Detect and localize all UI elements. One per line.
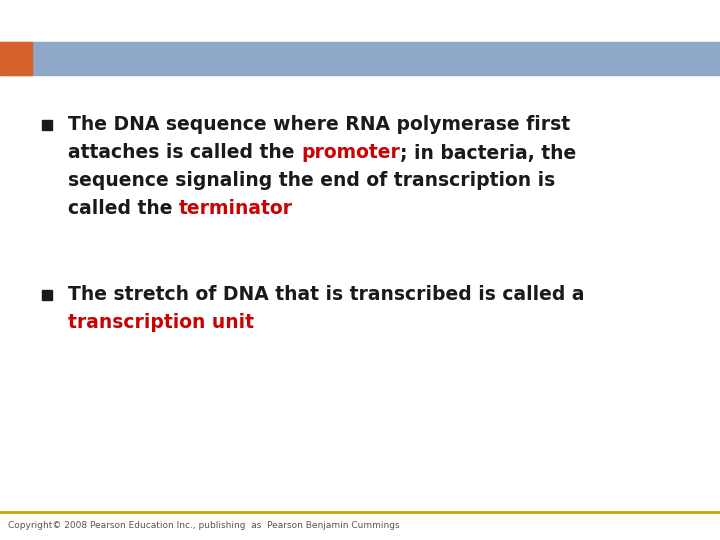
- Bar: [42, 120, 52, 130]
- Text: The DNA sequence where RNA polymerase first: The DNA sequence where RNA polymerase fi…: [68, 116, 570, 134]
- Text: transcription unit: transcription unit: [68, 314, 254, 333]
- Text: Copyright© 2008 Pearson Education Inc., publishing  as  Pearson Benjamin Cumming: Copyright© 2008 Pearson Education Inc., …: [8, 522, 400, 530]
- Text: ; in bacteria, the: ; in bacteria, the: [400, 144, 576, 163]
- Text: attaches is called the: attaches is called the: [68, 144, 301, 163]
- Text: sequence signaling the end of transcription is: sequence signaling the end of transcript…: [68, 172, 555, 191]
- Text: The stretch of DNA that is transcribed is called a: The stretch of DNA that is transcribed i…: [68, 286, 585, 305]
- Text: promoter: promoter: [301, 144, 400, 163]
- Bar: [0, 42, 32, 75]
- Bar: [0, 42, 720, 75]
- Text: called the: called the: [68, 199, 179, 219]
- Text: terminator: terminator: [179, 199, 293, 219]
- Bar: [42, 290, 52, 300]
